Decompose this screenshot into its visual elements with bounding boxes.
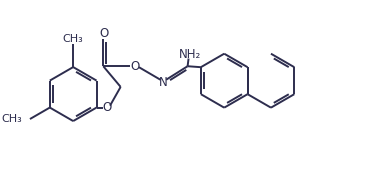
Text: CH₃: CH₃ [63, 34, 83, 44]
Text: CH₃: CH₃ [2, 114, 22, 124]
Text: O: O [100, 27, 109, 40]
Text: O: O [130, 60, 140, 73]
Text: O: O [102, 101, 112, 114]
Text: NH₂: NH₂ [178, 48, 201, 61]
Text: N: N [159, 76, 168, 89]
